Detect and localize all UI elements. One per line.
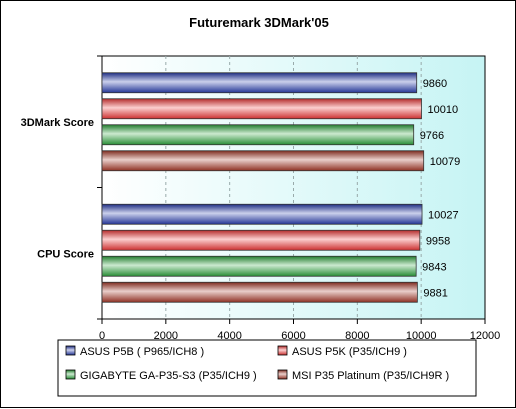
data-label: 9881 xyxy=(423,287,447,299)
bar xyxy=(101,229,421,251)
x-tick-label: 4000 xyxy=(217,330,241,342)
legend-swatch xyxy=(277,369,288,380)
bar xyxy=(101,124,415,146)
x-tick-label: 10000 xyxy=(406,330,437,342)
data-label: 9958 xyxy=(426,235,450,247)
data-label: 9766 xyxy=(420,130,444,142)
data-label: 9843 xyxy=(422,261,446,273)
legend-swatch xyxy=(65,369,76,380)
legend-swatch xyxy=(277,345,288,356)
legend-box xyxy=(57,339,477,397)
legend-label: GIGABYTE GA-P35-S3 (P35/ICH9 ) xyxy=(80,370,257,382)
x-tick-label: 2000 xyxy=(154,330,178,342)
bar xyxy=(101,281,418,303)
x-tick-label: 0 xyxy=(99,330,105,342)
x-tick-label: 8000 xyxy=(345,330,369,342)
plot-area: 0 2000 4000 6000 8000 10000 12000 3DMark Score 9… xyxy=(21,55,501,342)
x-tick-label: 6000 xyxy=(281,330,305,342)
bar xyxy=(101,98,422,120)
data-label: 10079 xyxy=(430,156,461,168)
data-label: 9860 xyxy=(423,78,447,90)
category-label: CPU Score xyxy=(37,248,94,260)
legend-label: ASUS P5K (P35/ICH9 ) xyxy=(292,346,407,358)
data-label: 10010 xyxy=(427,104,458,116)
data-label: 10027 xyxy=(428,209,459,221)
bar xyxy=(101,72,418,94)
category-label: 3DMark Score xyxy=(21,117,94,129)
x-tick-label: 12000 xyxy=(470,330,501,342)
bar xyxy=(101,255,417,277)
legend-label: ASUS P5B ( P965/ICH8 ) xyxy=(80,346,204,358)
legend-swatch xyxy=(65,345,76,356)
bar xyxy=(101,150,425,172)
chart-title: Futuremark 3DMark'05 xyxy=(189,15,329,30)
bar xyxy=(101,203,423,225)
legend-label: MSI P35 Platinum (P35/ICH9R ) xyxy=(292,370,449,382)
legend: ASUS P5B ( P965/ICH8 ) ASUS P5K (P35/ICH9… xyxy=(57,339,477,397)
